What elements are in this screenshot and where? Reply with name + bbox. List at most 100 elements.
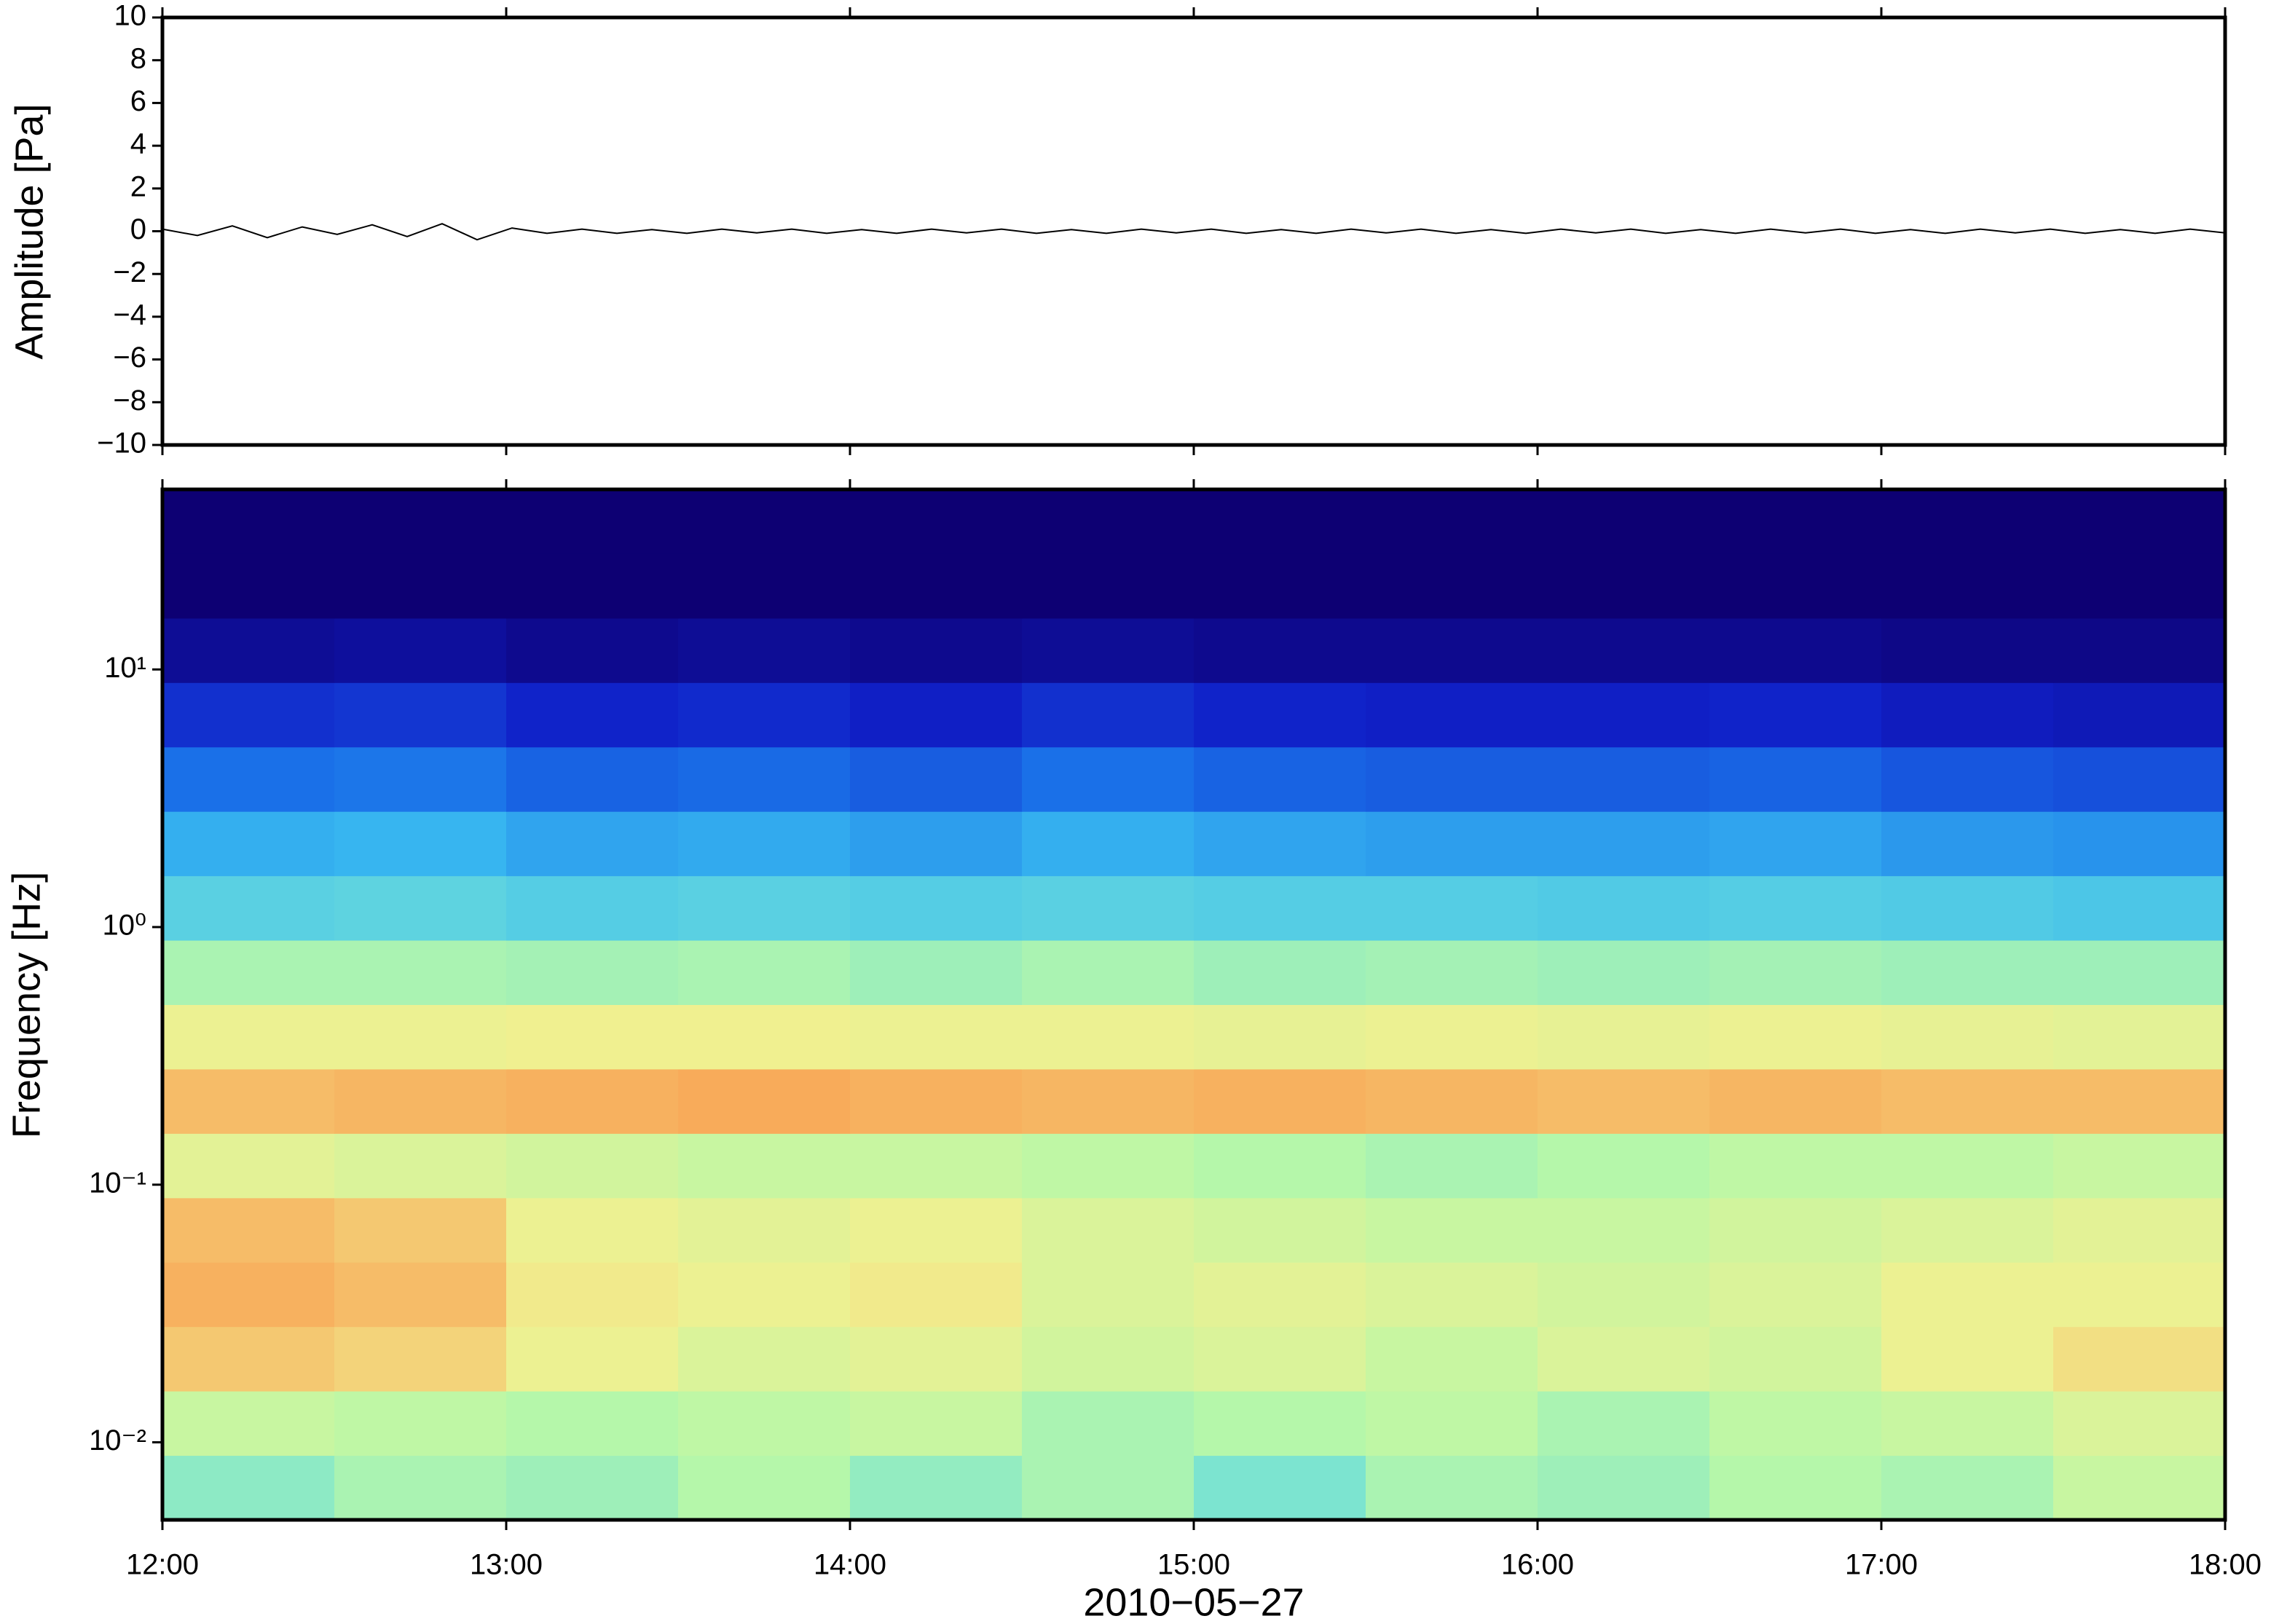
y-tick-label: 2 xyxy=(130,170,146,202)
spectrogram-cell xyxy=(678,940,851,1005)
x-tick-label: 15:00 xyxy=(1157,1549,1230,1581)
spectrogram-cell xyxy=(1709,1262,1882,1328)
spectrogram-cell xyxy=(334,875,507,941)
spectrogram-cell xyxy=(334,489,507,554)
y-tick-label: 0 xyxy=(130,213,146,245)
spectrogram-cell xyxy=(334,811,507,877)
spectrogram-cell xyxy=(506,682,679,748)
spectrogram-cell xyxy=(678,1391,851,1457)
spectrogram-cell xyxy=(1538,489,1710,554)
spectrogram-cell xyxy=(1194,811,1366,877)
spectrogram-cell xyxy=(1881,746,2054,812)
spectrogram-cell xyxy=(334,1391,507,1457)
spectrogram-cell xyxy=(1881,1133,2054,1199)
spectrogram-cell xyxy=(678,489,851,554)
spectrogram-cell xyxy=(1538,746,1710,812)
spectrogram-cell xyxy=(1022,1326,1194,1392)
spectrogram-cell xyxy=(162,618,335,683)
spectrogram-cell xyxy=(1538,1197,1710,1263)
spectrogram-cell xyxy=(850,1068,1023,1134)
spectrogram-cell xyxy=(1022,1391,1194,1457)
spectrogram-cell xyxy=(506,940,679,1005)
spectrogram-cell xyxy=(1022,1262,1194,1328)
spectrogram-cell xyxy=(334,1068,507,1134)
spectrogram-cell xyxy=(506,1391,679,1457)
spectrogram-cell xyxy=(2053,811,2226,877)
spectrogram-cell xyxy=(2053,1004,2226,1070)
spectrogram-cell xyxy=(162,940,335,1005)
spectrogram-cell xyxy=(850,811,1023,877)
spectrogram-cell xyxy=(162,1326,335,1392)
spectrogram-cell xyxy=(1709,489,1882,554)
spectrogram-cell xyxy=(162,489,335,554)
spectrogram-cell xyxy=(1194,1068,1366,1134)
spectrogram-cell xyxy=(162,875,335,941)
spectrogram-cell xyxy=(1022,1004,1194,1070)
spectrogram-cell xyxy=(162,811,335,877)
spectrogram-cell xyxy=(1366,1197,1538,1263)
spectrogram-cell xyxy=(850,1391,1023,1457)
spectrogram-cell xyxy=(1709,1326,1882,1392)
spectrogram-cell xyxy=(850,1455,1023,1521)
spectrogram-cell xyxy=(506,1455,679,1521)
spectrogram-cell xyxy=(1194,682,1366,748)
spectrogram-cell xyxy=(1538,875,1710,941)
spectrogram-cell xyxy=(1194,1455,1366,1521)
spectrogram-cell xyxy=(678,746,851,812)
spectrogram-cell xyxy=(2053,1068,2226,1134)
spectrogram-cell xyxy=(1881,1391,2054,1457)
spectrogram-cell xyxy=(678,1133,851,1199)
spectrogram-cell xyxy=(2053,746,2226,812)
spectrogram-cell xyxy=(1366,811,1538,877)
spectrogram-cell xyxy=(334,1326,507,1392)
x-tick-label: 12:00 xyxy=(126,1549,199,1581)
x-tick-label: 13:00 xyxy=(470,1549,543,1581)
spectrogram-cell xyxy=(678,682,851,748)
spectrogram-cell xyxy=(1881,553,2054,619)
spectrogram-cell xyxy=(1709,940,1882,1005)
spectrogram-cell xyxy=(2053,553,2226,619)
spectrogram-cell xyxy=(1538,553,1710,619)
spectrogram-cell xyxy=(678,1262,851,1328)
y-tick-label: −2 xyxy=(113,256,146,288)
spectrogram-cell xyxy=(1366,1455,1538,1521)
y-tick-label: −10 xyxy=(97,427,146,460)
x-axis-label: 2010−05−27 xyxy=(1083,1580,1304,1624)
spectrogram-cell xyxy=(1538,682,1710,748)
spectrogram-cell xyxy=(1538,1391,1710,1457)
spectrogram-cell xyxy=(334,940,507,1005)
spectrogram-cell xyxy=(334,1455,507,1521)
spectrogram-cell xyxy=(1194,489,1366,554)
y-tick-label: 10⁰ xyxy=(102,910,146,942)
spectrogram-cell xyxy=(1366,940,1538,1005)
spectrogram-cell xyxy=(678,875,851,941)
spectrogram-cell xyxy=(850,1004,1023,1070)
spectrogram-cell xyxy=(162,553,335,619)
spectrogram-cell xyxy=(1538,618,1710,683)
spectrogram-cell xyxy=(1709,618,1882,683)
y-tick-label: −4 xyxy=(113,299,146,331)
spectrogram-cell xyxy=(1194,618,1366,683)
spectrogram-cell xyxy=(1881,940,2054,1005)
spectrogram-cell xyxy=(1881,1455,2054,1521)
spectrogram-cell xyxy=(1366,1068,1538,1134)
spectrogram-cell xyxy=(2053,1455,2226,1521)
spectrogram-cell xyxy=(850,618,1023,683)
spectrogram-cell xyxy=(1366,1262,1538,1328)
spectrogram-cell xyxy=(1194,1004,1366,1070)
spectrogram-cell xyxy=(1538,1326,1710,1392)
spectrogram-cell xyxy=(1881,875,2054,941)
y-tick-label: −8 xyxy=(113,385,146,417)
spectrogram-cell xyxy=(1366,1391,1538,1457)
spectrogram-cell xyxy=(1366,682,1538,748)
spectrogram-cell xyxy=(162,1197,335,1263)
spectrogram-cell xyxy=(1194,1326,1366,1392)
spectrogram-cell xyxy=(2053,940,2226,1005)
spectrogram-cell xyxy=(678,1068,851,1134)
spectrogram-cell xyxy=(1881,1262,2054,1328)
spectrogram-cell xyxy=(506,1326,679,1392)
y-tick-label: 8 xyxy=(130,42,146,74)
spectrogram-cell xyxy=(1709,553,1882,619)
spectrogram-cell xyxy=(1881,1326,2054,1392)
spectrogram-cell xyxy=(334,553,507,619)
